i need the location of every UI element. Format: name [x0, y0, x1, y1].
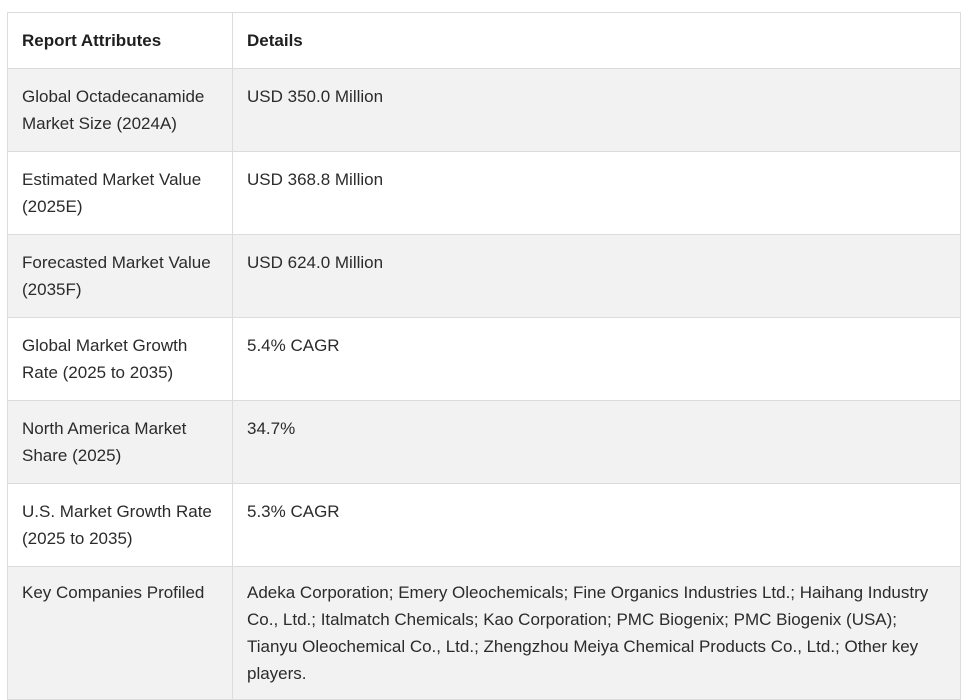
detail-cell: 5.3% CAGR — [232, 483, 961, 567]
report-attributes-table: Report Attributes Details Global Octadec… — [7, 12, 961, 700]
header-details: Details — [232, 12, 961, 69]
attribute-cell: Forecasted Market Value (2035F) — [7, 234, 233, 318]
table-row: Global Octadecanamide Market Size (2024A… — [7, 68, 961, 152]
report-attributes-table-container: Report Attributes Details Global Octadec… — [7, 12, 961, 700]
detail-cell: USD 350.0 Million — [232, 68, 961, 152]
attribute-cell: Global Octadecanamide Market Size (2024A… — [7, 68, 233, 152]
detail-cell: USD 624.0 Million — [232, 234, 961, 318]
table-row: Key Companies Profiled Adeka Corporation… — [7, 566, 961, 700]
table-row: Global Market Growth Rate (2025 to 2035)… — [7, 317, 961, 401]
table-row: North America Market Share (2025) 34.7% — [7, 400, 961, 484]
table-header-row: Report Attributes Details — [7, 12, 961, 69]
detail-cell: USD 368.8 Million — [232, 151, 961, 235]
attribute-cell: North America Market Share (2025) — [7, 400, 233, 484]
attribute-cell: Global Market Growth Rate (2025 to 2035) — [7, 317, 233, 401]
detail-cell: Adeka Corporation; Emery Oleochemicals; … — [232, 566, 961, 700]
attribute-cell: Estimated Market Value (2025E) — [7, 151, 233, 235]
table-row: U.S. Market Growth Rate (2025 to 2035) 5… — [7, 483, 961, 567]
attribute-cell: U.S. Market Growth Rate (2025 to 2035) — [7, 483, 233, 567]
header-report-attributes: Report Attributes — [7, 12, 233, 69]
attribute-cell: Key Companies Profiled — [7, 566, 233, 700]
table-row: Estimated Market Value (2025E) USD 368.8… — [7, 151, 961, 235]
table-row: Forecasted Market Value (2035F) USD 624.… — [7, 234, 961, 318]
detail-cell: 5.4% CAGR — [232, 317, 961, 401]
detail-cell: 34.7% — [232, 400, 961, 484]
